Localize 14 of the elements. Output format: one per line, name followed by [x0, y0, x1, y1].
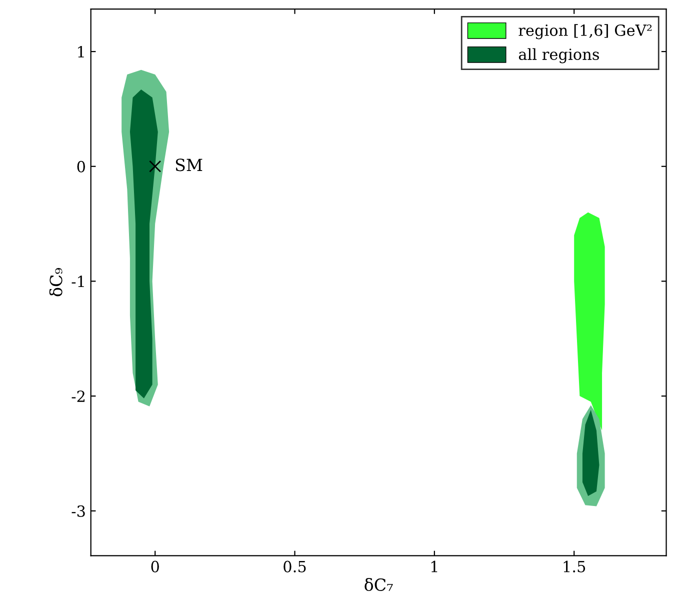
- x-axis-title: δC₇: [364, 578, 393, 592]
- y-tick-label: -3: [72, 505, 85, 517]
- y-tick-label: -2: [72, 390, 84, 402]
- y-tick-label: 0: [77, 160, 85, 172]
- x-tick-label: 1: [431, 560, 438, 572]
- x-tick-label: 0: [151, 560, 159, 572]
- annotation: SM: [176, 158, 202, 172]
- y-axis-title: δC₉: [49, 268, 62, 296]
- y-tick-label: -1: [72, 276, 84, 288]
- legend-label: region [1,6] GeV²: [518, 24, 652, 40]
- legend-label: all regions: [518, 48, 599, 64]
- x-tick-label: 1.5: [564, 560, 586, 572]
- y-tick-label: 1: [78, 46, 84, 58]
- x-tick-label: 0.5: [284, 560, 306, 572]
